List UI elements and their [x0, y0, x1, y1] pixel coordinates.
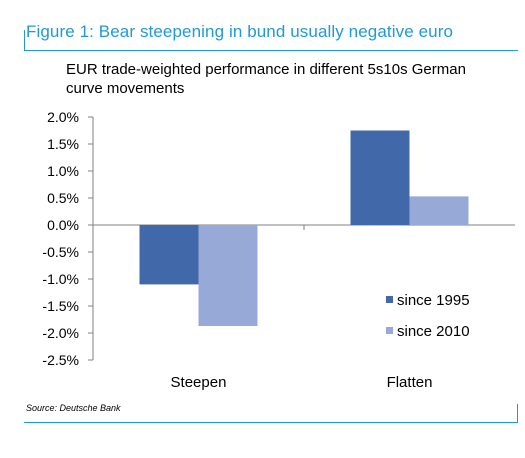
x-category-label: Flatten [387, 374, 433, 391]
y-tick-label: 0.0% [47, 217, 79, 233]
figure-title: Figure 1: Bear steepening in bund usuall… [26, 22, 454, 41]
figure-bottom-rule [24, 422, 518, 423]
figure-title-left-rule [24, 30, 25, 51]
figure-bottom-right-rule [517, 404, 518, 423]
y-tick-label: -1.0% [42, 271, 79, 287]
chart-title: EUR trade-weighted performance in differ… [66, 61, 466, 97]
bar-since-1995-flatten [350, 130, 410, 225]
y-tick-label: 1.0% [47, 163, 79, 179]
x-category-label: Steepen [171, 374, 227, 391]
bar-since-2010-flatten [409, 196, 469, 225]
legend-swatch [386, 327, 393, 334]
source-note: Source: Deutsche Bank [26, 403, 121, 413]
y-tick-label: -2.5% [42, 352, 79, 368]
y-tick-label: 2.0% [47, 109, 79, 125]
bar-since-2010-steepen [198, 225, 258, 326]
y-tick-label: -1.5% [42, 298, 79, 314]
legend-swatch [386, 296, 393, 303]
figure-title-rule [24, 50, 518, 51]
y-tick-label: 1.5% [47, 136, 79, 152]
legend-label: since 1995 [397, 292, 470, 309]
legend-label: since 2010 [397, 323, 470, 340]
y-tick-label: 0.5% [47, 190, 79, 206]
bar-since-1995-steepen [139, 225, 199, 285]
y-tick-label: -2.0% [42, 325, 79, 341]
y-tick-label: -0.5% [42, 244, 79, 260]
